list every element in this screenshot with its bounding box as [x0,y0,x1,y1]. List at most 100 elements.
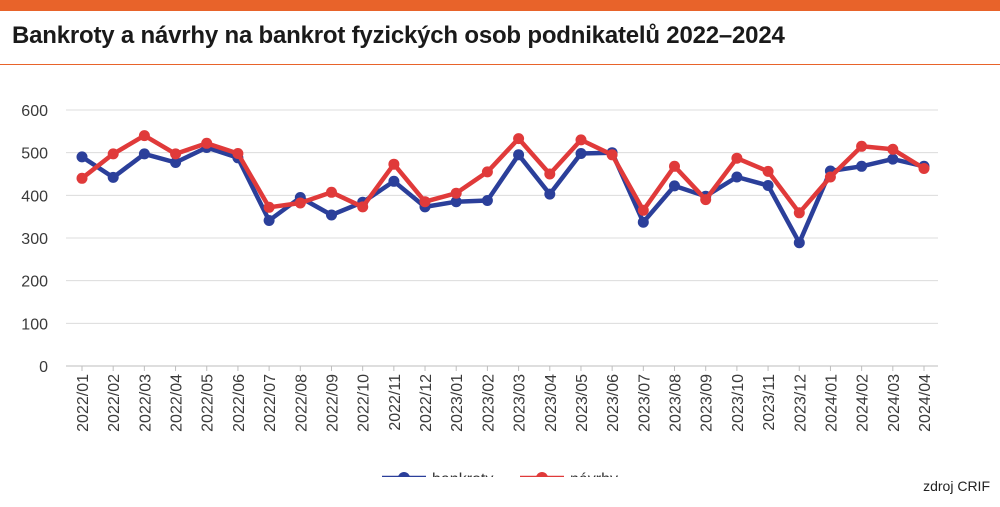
data-point [294,197,306,209]
x-tick-label: 2023/03 [512,374,529,432]
grid-lines [66,109,938,367]
x-tick-label: 2023/09 [699,374,716,432]
x-tick-label: 2022/05 [200,374,217,432]
data-point [263,201,275,213]
x-tick-label: 2022/02 [106,374,123,432]
data-point [856,140,868,152]
data-point [575,148,587,159]
source-note: zdroj CRIF [923,478,990,494]
y-tick-label: 200 [21,274,48,291]
x-tick-label: 2022/03 [137,374,154,432]
x-tick-label: 2023/07 [636,374,653,432]
legend-item: návrhy [520,471,618,477]
x-tick-label: 2024/03 [886,374,903,432]
data-point [824,171,836,183]
data-point [419,196,431,208]
data-point [637,204,649,216]
x-tick-label: 2024/01 [823,374,840,432]
data-point [107,148,119,160]
x-tick-label: 2023/06 [605,374,622,432]
data-point [513,149,525,161]
data-point [357,201,369,213]
data-point [700,194,712,206]
x-tick-label: 2024/02 [855,374,872,432]
x-tick-label: 2022/08 [293,374,310,432]
x-tick-label: 2022/12 [418,374,435,432]
x-tick-label: 2022/04 [169,374,186,432]
data-point [793,237,805,249]
x-tick-label: 2022/10 [356,374,373,432]
x-tick-label: 2022/01 [75,374,92,432]
data-point [793,207,805,219]
data-point [856,160,868,172]
y-tick-label: 300 [21,231,48,248]
top-accent-bar [0,0,1000,11]
data-point [450,187,462,199]
data-point [138,130,150,142]
legend: bankroty návrhy [382,471,618,477]
data-point [637,216,649,228]
data-point [232,148,244,159]
legend-item: bankroty [382,471,493,477]
data-point [544,188,556,200]
legend-swatch-marker [536,472,548,477]
data-point [481,166,493,178]
y-tick-label: 0 [39,359,48,376]
x-tick-label: 2023/11 [761,374,778,431]
data-point [731,152,743,164]
data-point [388,158,400,170]
chart-title: Bankroty a návrhy na bankrot fyzických o… [12,22,785,49]
x-axis-ticks: 2022/01 2022/02 2022/03 2022/04 2022/05 2022/… [75,366,934,432]
y-tick-label: 100 [21,316,48,333]
legend-swatch-marker [398,472,410,477]
data-point [762,165,774,177]
y-tick-label: 600 [21,103,48,120]
title-divider [0,64,1000,65]
data-point [326,186,337,198]
data-point [606,149,618,161]
data-point [107,171,119,183]
x-tick-label: 2022/09 [324,374,341,432]
data-point [887,143,899,155]
y-tick-label: 400 [21,188,48,205]
data-point [201,137,213,149]
data-point [170,157,182,168]
legend-label: návrhy [570,471,618,477]
x-tick-label: 2023/08 [668,374,685,432]
x-tick-label: 2023/04 [543,374,560,432]
x-tick-label: 2022/07 [262,374,279,432]
data-point [388,175,400,187]
data-point [450,196,462,208]
legend-label: bankroty [432,471,493,477]
x-tick-label: 2023/01 [449,374,466,432]
data-point [170,148,182,160]
data-point [326,209,337,221]
data-point [138,148,150,160]
x-tick-label: 2022/11 [387,374,404,431]
x-tick-label: 2023/02 [480,374,497,432]
x-tick-label: 2022/06 [231,374,248,432]
data-point [263,215,275,226]
y-axis-ticks: 0 100 200 300 400 500 600 [21,103,48,376]
data-point [887,153,899,165]
series-line [79,133,927,216]
x-tick-label: 2023/10 [730,374,747,432]
series-bankroty [76,142,930,249]
data-point [76,151,88,163]
data-point [669,180,680,192]
x-tick-label: 2023/12 [792,374,809,432]
series-line [79,145,927,245]
data-point [575,134,587,146]
data-point [669,160,680,172]
data-point [513,133,525,145]
x-tick-label: 2024/04 [917,374,934,432]
data-point [481,195,493,206]
data-point [544,168,556,180]
data-point [762,180,774,191]
data-point [76,172,88,184]
series [76,130,930,249]
series-návrhy [76,130,930,219]
x-tick-label: 2023/05 [574,374,591,432]
data-point [731,171,743,183]
